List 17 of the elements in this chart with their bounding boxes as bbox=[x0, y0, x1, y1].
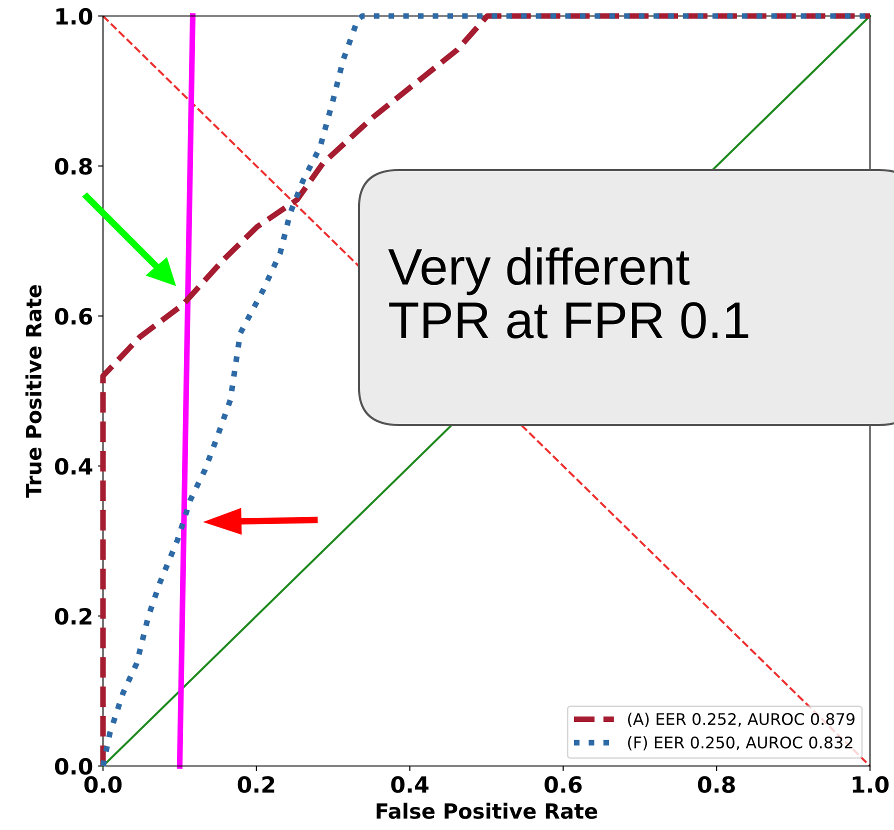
y-tick-label: 0.4 bbox=[54, 458, 92, 475]
x-axis-title: False Positive Rate bbox=[376, 802, 598, 819]
legend-label: (F) EER 0.250, AUROC 0.832 bbox=[628, 736, 852, 750]
x-tick-label: 0.8 bbox=[698, 776, 735, 793]
x-tick-label: 0.2 bbox=[238, 776, 274, 793]
y-tick-label: 1.0 bbox=[56, 8, 92, 25]
y-tick-label: 0.2 bbox=[54, 608, 92, 625]
legend-label: (A) EER 0.252, AUROC 0.879 bbox=[628, 712, 855, 727]
y-tick-label: 0.8 bbox=[54, 158, 92, 175]
y-tick-label: 0.0 bbox=[54, 758, 92, 775]
annotation: Very different TPR at FPR 0.1 bbox=[388, 247, 748, 339]
x-tick-label: 0.0 bbox=[84, 776, 122, 793]
y-axis-title: True Positive Rate bbox=[25, 285, 42, 498]
x-tick-label: 0.6 bbox=[544, 776, 582, 793]
y-tick-label: 0.6 bbox=[54, 308, 92, 325]
x-tick-label: 0.4 bbox=[391, 776, 428, 793]
x-tick-label: 1.0 bbox=[852, 776, 889, 793]
